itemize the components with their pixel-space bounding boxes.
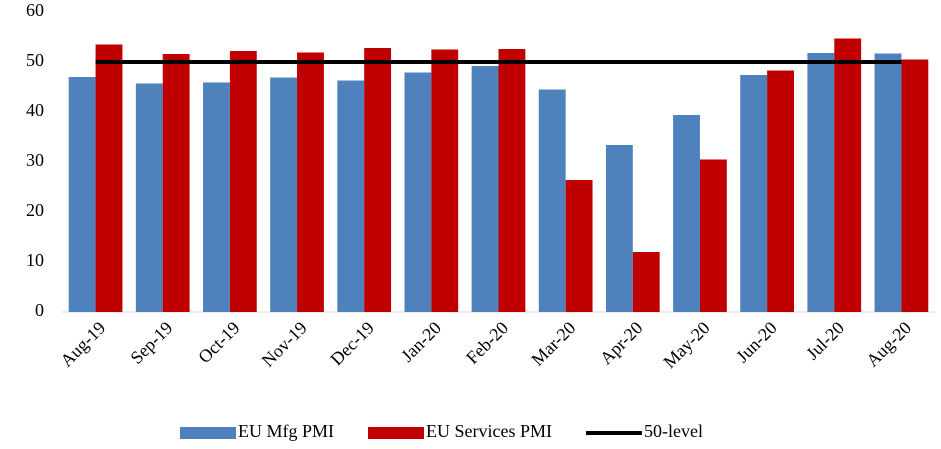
bar [203, 82, 230, 312]
x-tick-label: Apr-20 [596, 318, 647, 369]
bar [767, 70, 794, 312]
bar [565, 180, 593, 312]
bar [699, 159, 727, 312]
bar [364, 48, 392, 312]
y-tick-label: 50 [26, 50, 44, 70]
y-tick-label: 10 [26, 250, 44, 270]
bar [162, 54, 190, 312]
legend-swatch [180, 427, 236, 439]
bar [297, 52, 324, 312]
bar [901, 59, 929, 312]
bar [834, 38, 862, 312]
y-tick-label: 0 [35, 300, 44, 320]
bar [673, 115, 700, 312]
bar [135, 83, 163, 312]
x-tick-label: Jun-20 [732, 318, 781, 367]
y-tick-label: 60 [26, 0, 44, 20]
bar [874, 53, 902, 312]
bar [68, 77, 96, 312]
legend-label: 50-level [644, 421, 703, 441]
x-tick-label: Jan-20 [397, 318, 445, 366]
bar [605, 145, 633, 312]
legend-label: EU Services PMI [426, 421, 552, 441]
x-tick-label: Feb-20 [462, 318, 512, 368]
x-tick-label: Dec-19 [326, 318, 378, 370]
x-tick-label: Oct-19 [194, 318, 243, 367]
x-tick-label: Sep-19 [126, 318, 176, 368]
bar [404, 72, 432, 312]
legend-label: EU Mfg PMI [238, 421, 334, 441]
bar [471, 66, 499, 312]
x-tick-label: Mar-20 [527, 318, 579, 370]
y-tick-label: 30 [26, 150, 44, 170]
x-tick-label: Jul-20 [802, 318, 848, 364]
x-tick-label: Aug-20 [862, 318, 915, 371]
x-tick-label: May-20 [659, 318, 713, 372]
bar [538, 89, 566, 312]
bar [270, 77, 298, 312]
bar [229, 51, 257, 312]
bar [632, 252, 660, 312]
bar [498, 49, 526, 312]
bar [807, 53, 835, 312]
y-tick-label: 20 [26, 200, 44, 220]
legend-swatch [368, 427, 425, 439]
x-tick-label: Aug-19 [56, 318, 109, 371]
bar [95, 44, 123, 312]
y-tick-label: 40 [26, 100, 44, 120]
bar [431, 49, 459, 312]
x-tick-label: Nov-19 [258, 318, 311, 371]
bar [337, 80, 365, 312]
bar [740, 75, 768, 312]
